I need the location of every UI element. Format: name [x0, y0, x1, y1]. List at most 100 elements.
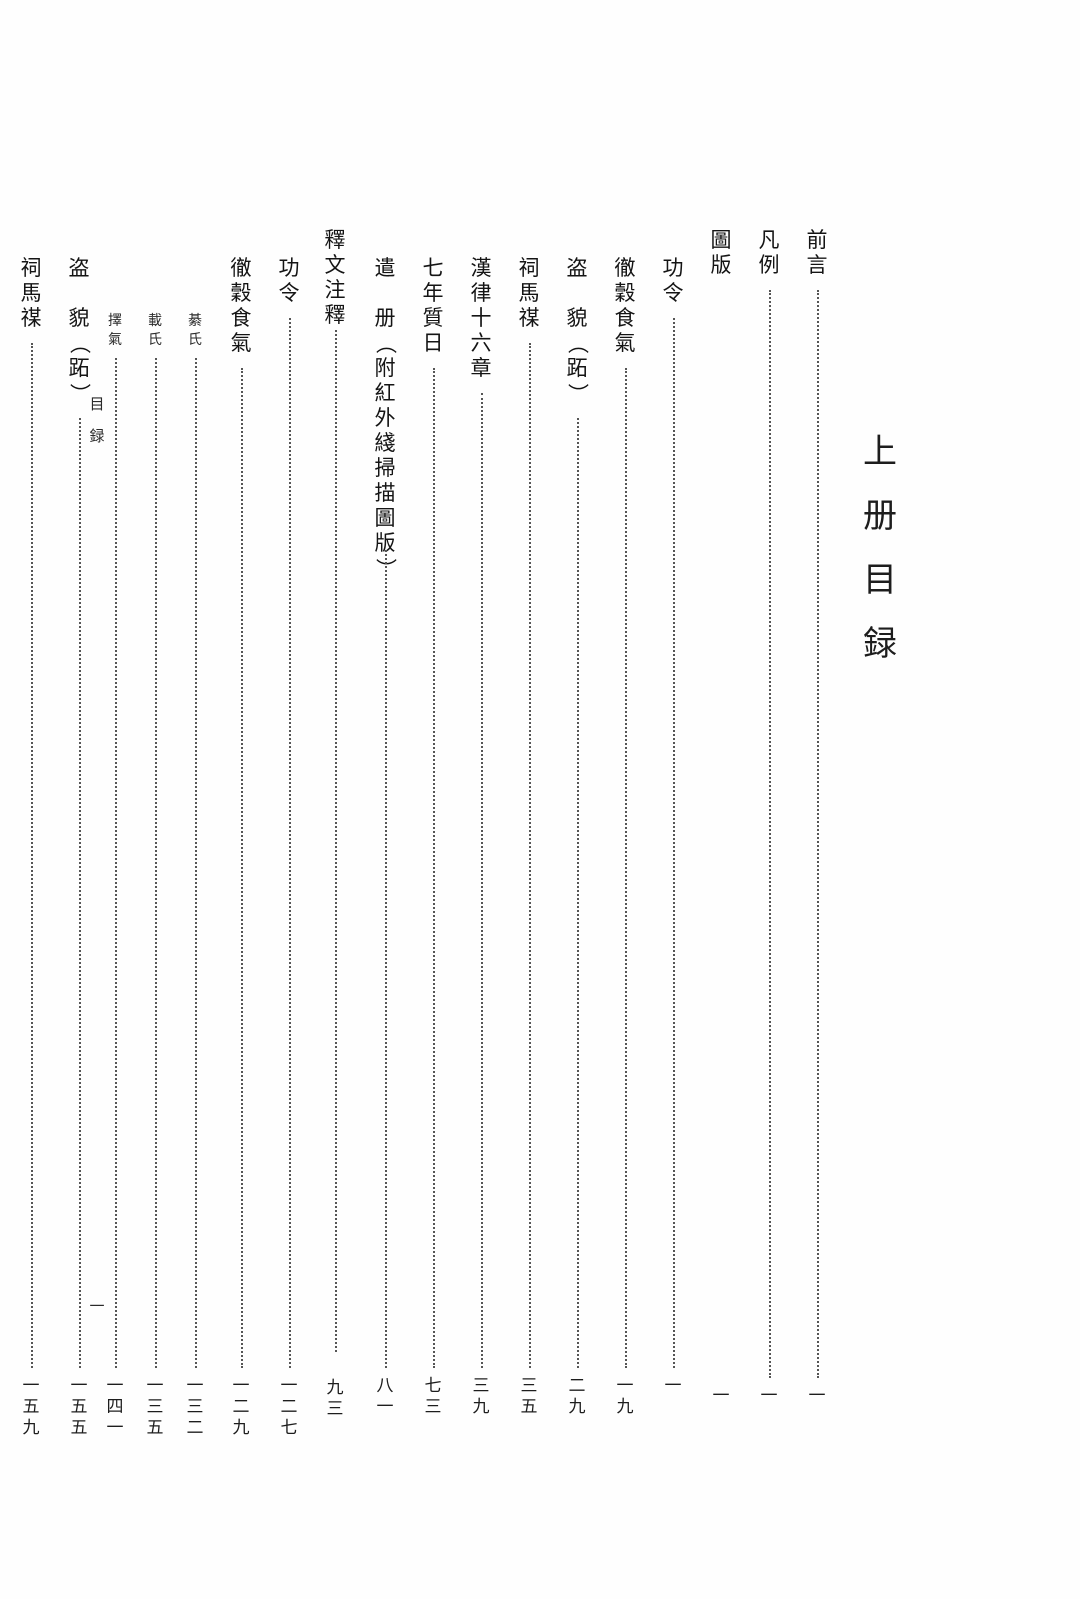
title-glyph-6: 外 [374, 406, 396, 430]
title-glyph-1: 氏 [188, 332, 202, 348]
toc-entry-ann-daomao[interactable]: 盗 貌 （跖 ） [62, 256, 96, 406]
dotted-leader [769, 290, 771, 1378]
toc-entry-annotations[interactable]: 釋文注釋 [318, 228, 352, 328]
toc-entry-plates-cheguerqi[interactable]: 徹穀食氣 [608, 256, 642, 356]
toc-page-number: 一 [704, 1386, 738, 1407]
toc-entry-plates-qinianzhiri[interactable]: 七年質日 [416, 256, 450, 356]
toc-entry-plates-qiance[interactable]: 遣 册（附紅外綫掃描圖版） [368, 256, 402, 581]
title-glyph-1: 例 [758, 253, 780, 277]
title-glyph-0: 凡 [758, 228, 780, 252]
pageno-glyph-2: 九 [232, 1418, 250, 1438]
title-glyph-5: 紅 [374, 381, 396, 405]
volume-title-glyph-3: 録 [863, 624, 897, 664]
running-head-glyph-1: 録 [89, 427, 105, 445]
pageno-glyph-0: 二 [568, 1376, 586, 1396]
toc-entry-plates-simamei[interactable]: 祠馬禖 [512, 256, 546, 331]
pageno-glyph-0: 一 [22, 1376, 40, 1396]
dotted-leader [625, 368, 627, 1368]
toc-entry-title: 功令 [656, 256, 690, 306]
toc-entry-title: 綦氏 [182, 312, 208, 350]
pageno-glyph-0: 一 [712, 1386, 730, 1406]
title-glyph-1 [368, 281, 402, 306]
title-glyph-1: 文 [324, 253, 346, 277]
dotted-leader [385, 550, 387, 1368]
volume-title: 上册目録 [850, 420, 910, 676]
title-glyph-2: 注 [324, 278, 346, 302]
toc-page-number: 三五 [512, 1376, 546, 1418]
toc-entry-ann-zaishi[interactable]: 載氏 [142, 312, 168, 350]
toc-entry-title: 凡例 [752, 228, 786, 278]
pageno-glyph-0: 三 [520, 1376, 538, 1396]
toc-entry-title: 徹穀食氣 [224, 256, 258, 356]
toc-page-number: 一九 [608, 1376, 642, 1418]
toc-entry-ann-qishi[interactable]: 綦氏 [182, 312, 208, 350]
title-glyph-3: 氣 [614, 331, 636, 355]
toc-entry-title: 功令 [272, 256, 306, 306]
pageno-glyph-2: 五 [70, 1418, 88, 1438]
pageno-glyph-1: 四 [106, 1397, 124, 1417]
title-glyph-2: 禖 [20, 306, 42, 330]
toc-entry-preface[interactable]: 前言 [800, 228, 834, 278]
dotted-leader [289, 318, 291, 1368]
pageno-glyph-0: 八 [376, 1376, 394, 1396]
toc-entry-ann-zeqi[interactable]: 擇氣 [102, 312, 128, 350]
title-glyph-1: 年 [422, 281, 444, 305]
title-glyph-2: 食 [230, 306, 252, 330]
toc-entry-title: 圖版 [704, 228, 738, 278]
dotted-leader [155, 358, 157, 1368]
title-glyph-2: 貌 [566, 306, 588, 330]
pageno-glyph-1: 二 [280, 1397, 298, 1417]
title-glyph-1: 令 [278, 281, 300, 305]
pageno-glyph-0: 一 [146, 1376, 164, 1396]
pageno-glyph-0: 七 [424, 1376, 442, 1396]
toc-entry-ann-gongling[interactable]: 功令 [272, 256, 306, 306]
toc-entry-title: 擇氣 [102, 312, 128, 350]
title-glyph-0: 七 [422, 256, 444, 280]
pageno-glyph-1: 九 [616, 1397, 634, 1417]
pageno-glyph-1: 九 [472, 1397, 490, 1417]
dotted-leader [529, 343, 531, 1368]
volume-title-glyph-2: 目 [863, 560, 897, 600]
toc-entry-plates-daomao[interactable]: 盗 貌 （跖 ） [560, 256, 594, 406]
toc-entry-plates-hanlv16[interactable]: 漢律十六章 [464, 256, 498, 381]
title-glyph-1: 律 [470, 281, 492, 305]
toc-entry-title: 載氏 [142, 312, 168, 350]
toc-entry-editorial-notes[interactable]: 凡例 [752, 228, 786, 278]
pageno-glyph-0: 一 [664, 1376, 682, 1396]
pageno-glyph-1: 二 [232, 1397, 250, 1417]
toc-page-number: 一三二 [182, 1376, 208, 1439]
toc-page-number: 一 [800, 1386, 834, 1407]
title-glyph-2: 册 [374, 306, 396, 330]
toc-page-number: 一五九 [14, 1376, 48, 1439]
title-glyph-4: 跖 [68, 356, 90, 380]
pageno-glyph-1: 五 [520, 1397, 538, 1417]
toc-page-number: 一二七 [272, 1376, 306, 1439]
pageno-glyph-2: 七 [280, 1418, 298, 1438]
dotted-leader [433, 368, 435, 1368]
toc-entry-title: 七年質日 [416, 256, 450, 356]
pageno-glyph-1: 三 [326, 1399, 344, 1419]
pageno-glyph-1: 三 [186, 1397, 204, 1417]
running-head: 目録 [80, 388, 114, 452]
toc-entry-title: 祠馬禖 [14, 256, 48, 331]
pageno-glyph-0: 一 [232, 1376, 250, 1396]
title-glyph-3: （ [565, 333, 590, 354]
title-glyph-0: 圖 [710, 228, 732, 252]
title-glyph-3: （ [373, 333, 398, 354]
title-glyph-0: 漢 [470, 256, 492, 280]
title-glyph-5: ） [67, 383, 92, 404]
toc-entry-plates[interactable]: 圖版 [704, 228, 738, 278]
title-glyph-4: 章 [470, 356, 492, 380]
volume-title-glyph-1: 册 [863, 496, 897, 536]
toc-page-number: 一四一 [102, 1376, 128, 1439]
volume-title-glyph-0: 上 [863, 432, 897, 472]
pageno-glyph-1: 九 [568, 1397, 586, 1417]
toc-entry-ann-cheguerqi[interactable]: 徹穀食氣 [224, 256, 258, 356]
dotted-leader [79, 418, 81, 1368]
pageno-glyph-2: 二 [186, 1418, 204, 1438]
toc-entry-title: 前言 [800, 228, 834, 278]
toc-entry-ann-simamei[interactable]: 祠馬禖 [14, 256, 48, 331]
pageno-glyph-1: 三 [146, 1397, 164, 1417]
toc-entry-plates-gongling[interactable]: 功令 [656, 256, 690, 306]
